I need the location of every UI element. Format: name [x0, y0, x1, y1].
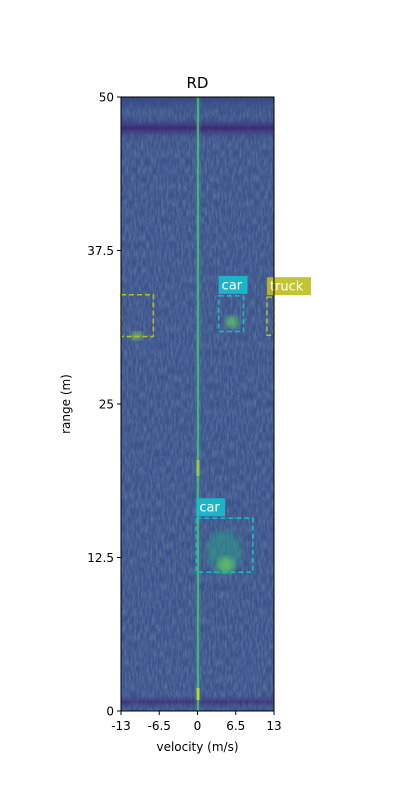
detection-box-car [217, 295, 245, 333]
detection-box-car [195, 517, 254, 573]
y-tick-label: 37.5 [87, 244, 114, 258]
detection-label-bg [218, 275, 248, 294]
x-tick-label: -13 [111, 719, 131, 733]
detection-label-bg [266, 277, 311, 296]
x-tick-label: 13 [266, 719, 281, 733]
detection-label-truck: truck [270, 280, 304, 295]
heatmap [121, 97, 274, 711]
target-blob-near-car [218, 557, 234, 573]
x-axis-ticks: -13 -6.5 0 6.5 13 [111, 711, 282, 733]
detection-box-unlabeled [120, 293, 155, 338]
zero-doppler-line [197, 97, 199, 711]
zero-doppler-hotspot [196, 460, 200, 476]
detection-label-car: car [199, 501, 220, 516]
chart-title: RD [187, 74, 209, 92]
zero-doppler-hotspot [196, 688, 200, 700]
y-tick-label: 12.5 [87, 551, 114, 565]
x-tick-label: 6.5 [226, 719, 245, 733]
y-axis-label: range (m) [59, 374, 73, 434]
detection-label-bg [196, 498, 226, 517]
y-axis-ticks: 0 12.5 25 37.5 50 [87, 91, 121, 719]
y-tick-label: 0 [106, 705, 114, 719]
detection-label-car: car [222, 278, 243, 293]
y-tick-label: 25 [99, 398, 114, 412]
target-blob-far-car [225, 316, 239, 328]
x-tick-label: 0 [194, 719, 202, 733]
x-axis-label: velocity (m/s) [156, 740, 238, 754]
y-tick-label: 50 [99, 91, 114, 105]
detection-boxes: car car truck [120, 275, 311, 573]
x-tick-label: -6.5 [148, 719, 171, 733]
